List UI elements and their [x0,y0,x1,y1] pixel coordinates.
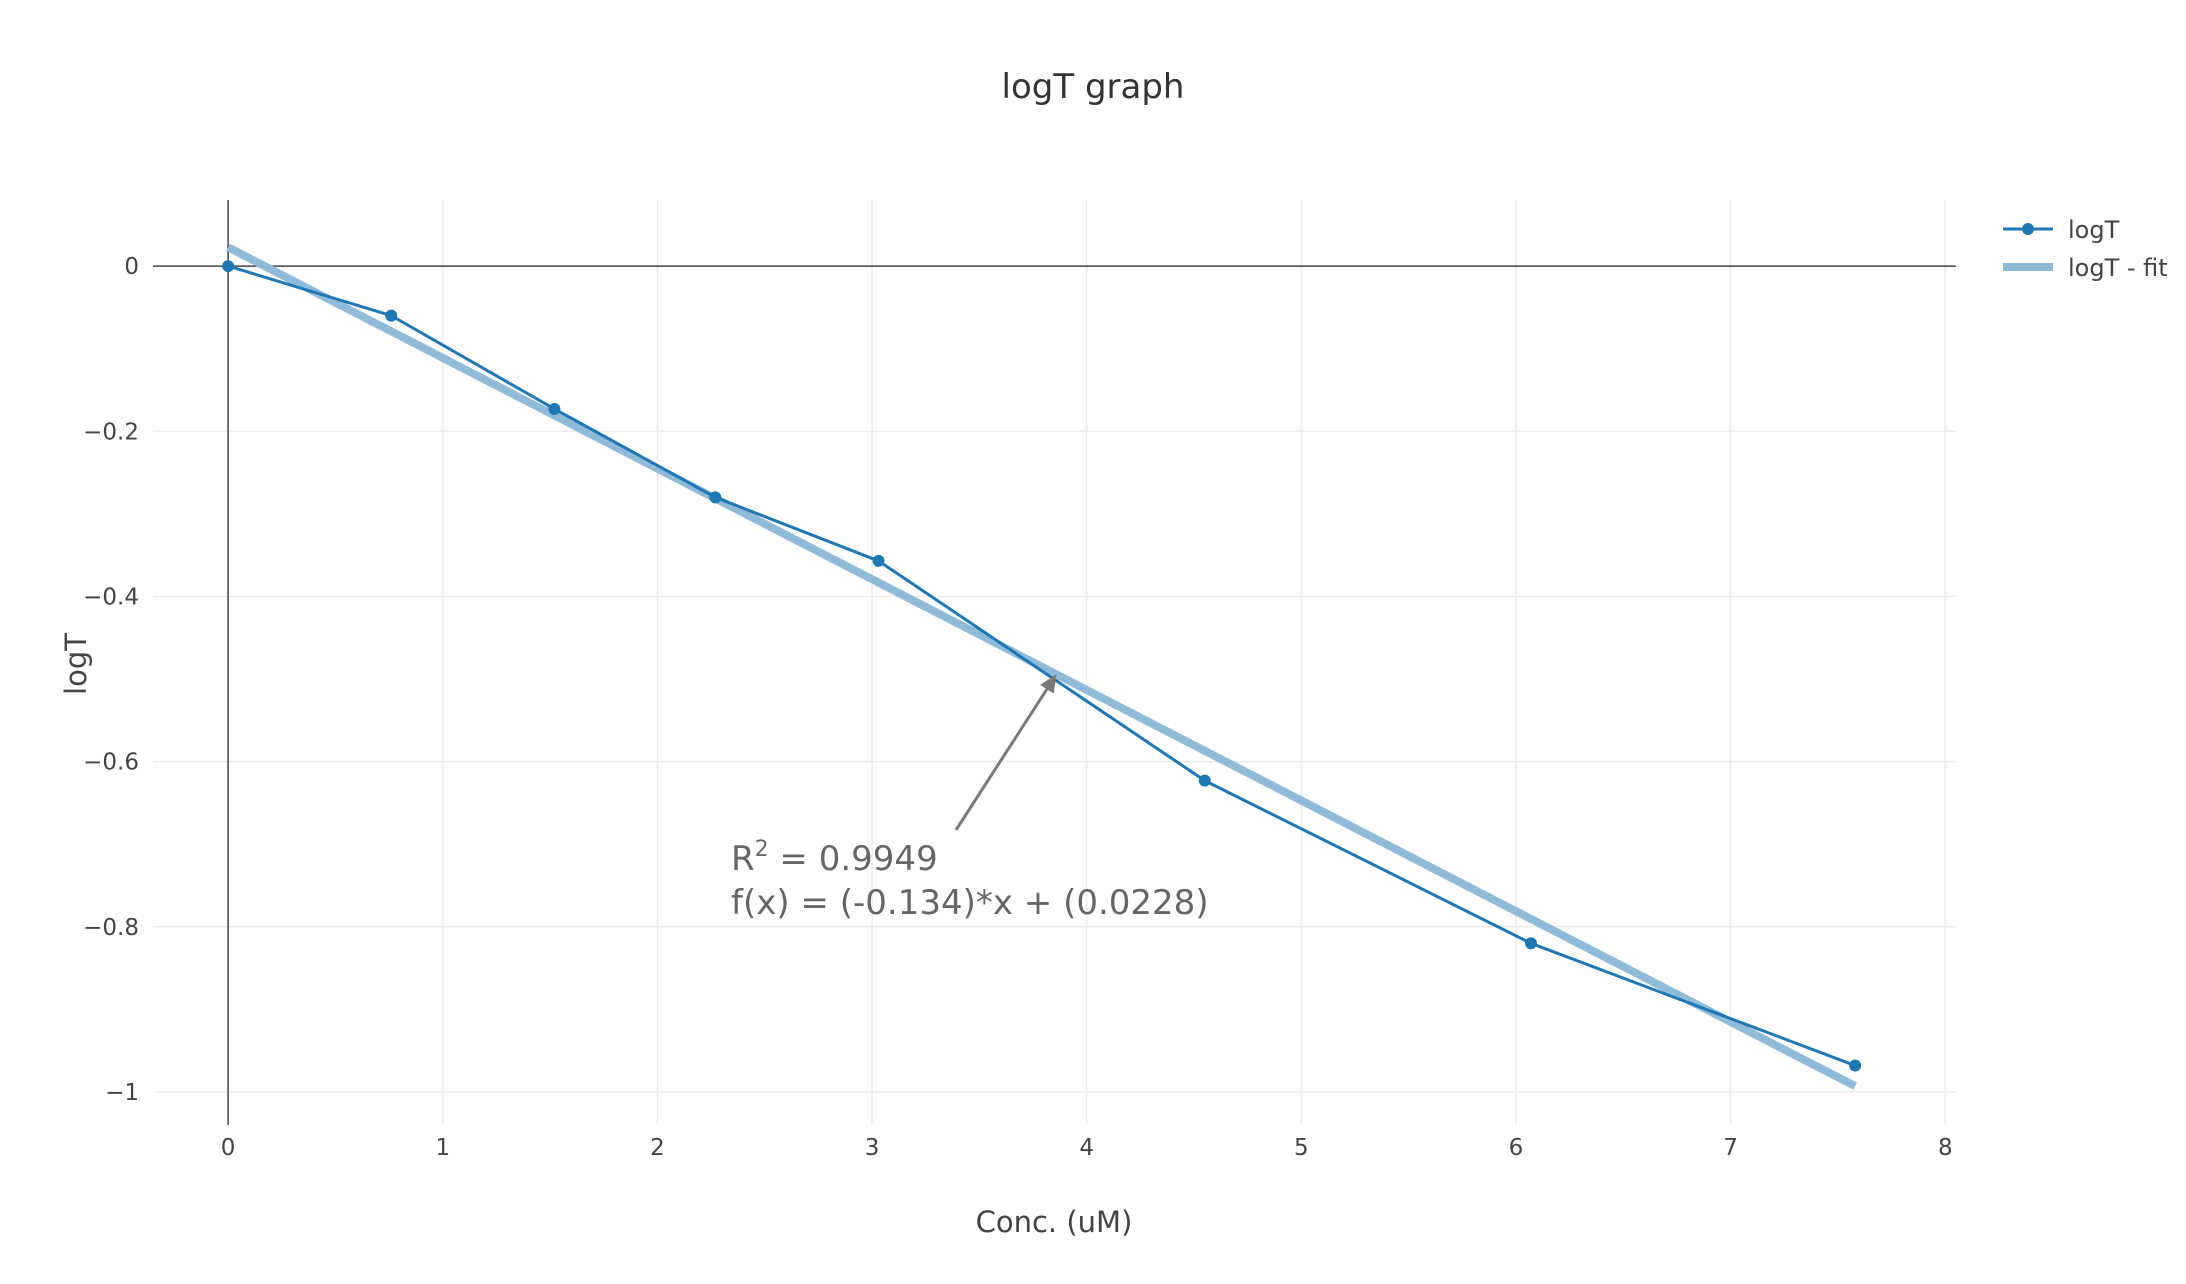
x-tick-label: 5 [1294,1135,1309,1161]
data-point[interactable] [548,402,561,415]
series-line-logt [227,264,1856,1067]
x-tick-label: 8 [1938,1135,1953,1161]
legend-marker-logt [2022,223,2034,235]
legend[interactable]: logT logT - fit [2003,216,2168,282]
x-tick-label: 0 [221,1135,236,1161]
y-tick-label: −0.2 [83,419,139,445]
fit-annotation: R2 = 0.9949 f(x) = (-0.134)*x + (0.0228) [731,674,1209,923]
y-tick-label: 0 [124,254,139,280]
x-tick-label: 2 [650,1135,665,1161]
chart-title: logT graph [1002,67,1185,107]
y-tick-label: −0.8 [83,915,139,941]
y-axis-title: logT [59,633,93,695]
x-tick-label: 6 [1509,1135,1524,1161]
legend-label-logt: logT [2068,216,2120,244]
y-tick-label: −1 [105,1080,139,1106]
data-point[interactable] [1198,774,1211,787]
data-point[interactable] [709,491,722,504]
y-tick-label: −0.6 [83,750,139,776]
x-tick-label: 7 [1723,1135,1738,1161]
legend-item-logt-fit[interactable]: logT - fit [2003,254,2168,282]
r-squared-label: R2 = 0.9949 [731,837,938,879]
annotation-arrow [954,686,1050,831]
y-tick-label: −0.4 [83,584,139,610]
x-tick-labels: 0 1 2 3 4 5 6 7 8 [221,1135,1953,1161]
data-point[interactable] [872,554,885,567]
data-point[interactable] [222,260,235,273]
series-line-logt-fit [226,243,1857,1090]
data-point[interactable] [1849,1059,1862,1072]
y-tick-labels: 0 −0.2 −0.4 −0.6 −0.8 −1 [83,254,139,1106]
legend-label-logt-fit: logT - fit [2068,254,2168,282]
x-axis-title: Conc. (uM) [976,1205,1133,1239]
series-layer [222,243,1862,1090]
data-point[interactable] [1525,937,1538,950]
legend-item-logt[interactable]: logT [2003,216,2120,244]
fit-equation-label: f(x) = (-0.134)*x + (0.0228) [731,883,1209,923]
grid-lines [153,200,1956,1125]
data-point[interactable] [385,309,398,322]
x-tick-label: 3 [865,1135,880,1161]
annotation-arrowhead [1040,674,1057,694]
x-tick-label: 1 [435,1135,450,1161]
zero-lines [153,200,1956,1125]
x-tick-label: 4 [1079,1135,1094,1161]
